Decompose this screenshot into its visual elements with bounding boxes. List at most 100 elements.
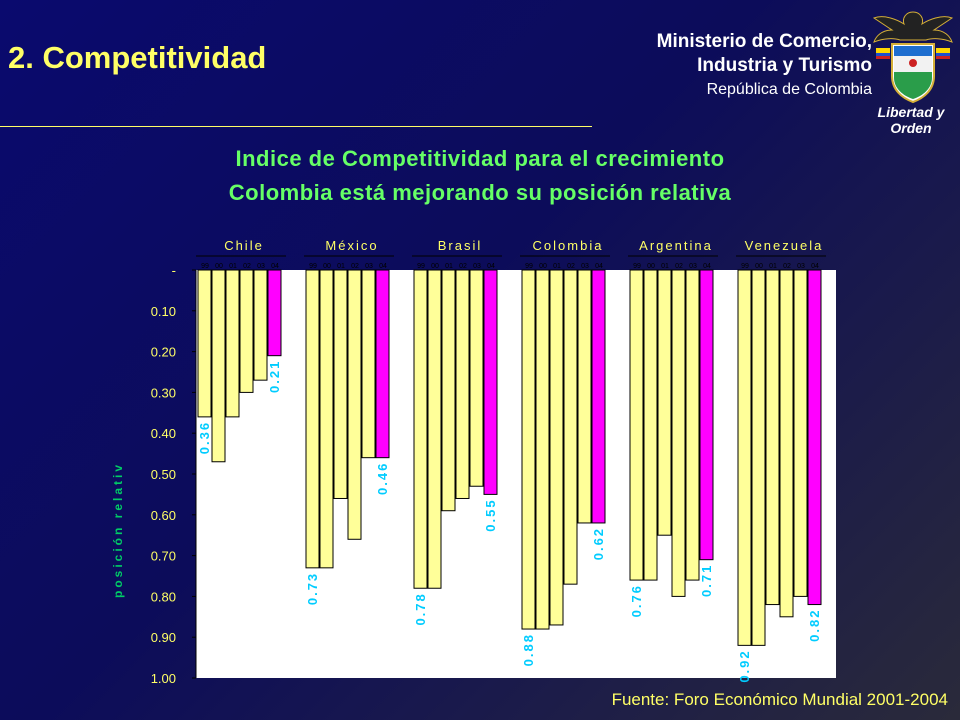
ministry-name-line1: Ministerio de Comercio,: [656, 31, 872, 52]
data-label: 0.55: [483, 498, 498, 531]
condor-icon: [872, 11, 954, 43]
data-label: 0.21: [267, 360, 282, 393]
bar-Chile-00: [211, 269, 226, 463]
data-label: 0.78: [413, 592, 428, 625]
year-label: 99: [201, 263, 209, 270]
data-label: 0.62: [591, 527, 606, 560]
competitiveness-bar-chart: - 0.10 0.20 0.30 0.40 0.50 0.60 0.70 0.80 0.90 1.0…: [111, 238, 836, 686]
year-label: 99: [309, 263, 317, 270]
year-label: 02: [243, 263, 251, 270]
bar-Colombia-99: [521, 269, 536, 630]
bar-Venezuela-04: [807, 269, 822, 606]
year-label: 04: [811, 263, 819, 270]
y-tick-label: 0.10: [151, 304, 176, 319]
bar-Venezuela-99: [737, 269, 752, 646]
bar-Venezuela-03: [793, 269, 808, 597]
chart-title-line1: Indice de Competitividad para el crecimi…: [235, 146, 725, 171]
bar-Argentina-01: [657, 269, 672, 536]
y-axis-title: posición relativ: [111, 462, 125, 598]
data-label: 0.92: [737, 649, 752, 682]
bar-Brasil-99: [413, 269, 428, 589]
y-tick-label: 0.20: [151, 345, 176, 360]
year-label: 99: [417, 263, 425, 270]
y-tick-label: 0.30: [151, 385, 176, 400]
group-label-0: Chile: [224, 238, 264, 253]
title-divider: [0, 126, 592, 127]
bar-Argentina-02: [671, 269, 686, 597]
motto: Libertad y Orden: [877, 104, 945, 136]
bar-Argentina-00: [643, 269, 658, 581]
year-label: 03: [689, 263, 697, 270]
year-label: 03: [473, 263, 481, 270]
year-label: 00: [431, 263, 439, 270]
data-label: 0.36: [197, 421, 212, 454]
year-label: 04: [487, 263, 495, 270]
y-tick-label: 0.70: [151, 549, 176, 564]
shield-icon: [891, 43, 935, 104]
bar-Venezuela-00: [751, 269, 766, 646]
data-label: 0.46: [375, 462, 390, 495]
bar-Venezuela-02: [779, 269, 794, 618]
chart-title-line2: Colombia está mejorando su posición rela…: [228, 180, 732, 205]
group-label-5: Venezuela: [745, 238, 824, 253]
year-label: 04: [703, 263, 711, 270]
bar-Colombia-03: [577, 269, 592, 524]
bar-Chile-04: [267, 269, 282, 357]
year-label: 01: [337, 263, 345, 270]
group-label-2: Brasil: [438, 238, 483, 253]
bar-Argentina-04: [699, 269, 714, 561]
bar-Colombia-00: [535, 269, 550, 630]
year-label: 01: [553, 263, 561, 270]
bar-Brasil-02: [455, 269, 470, 499]
bar-Argentina-99: [629, 269, 644, 581]
y-tick-label: 0.40: [151, 426, 176, 441]
year-label: 04: [271, 263, 279, 270]
year-label: 02: [675, 263, 683, 270]
year-label: 03: [365, 263, 373, 270]
group-label-1: México: [325, 238, 378, 253]
bar-Colombia-01: [549, 269, 564, 626]
bar-Brasil-01: [441, 269, 456, 512]
bar-Chile-01: [225, 269, 240, 418]
bar-Argentina-03: [685, 269, 700, 581]
year-label: 00: [323, 263, 331, 270]
year-label: 02: [459, 263, 467, 270]
data-label: 0.73: [305, 572, 320, 605]
year-label: 00: [647, 263, 655, 270]
year-label: 99: [633, 263, 641, 270]
ministry-block: Ministerio de Comercio, Industria y Turi…: [657, 30, 872, 102]
data-label: 0.71: [699, 564, 714, 597]
year-label: 00: [755, 263, 763, 270]
ministry-name-line2: Industria y Turismo: [697, 55, 872, 76]
bar-Brasil-04: [483, 269, 498, 495]
year-label: 03: [581, 263, 589, 270]
bar-Chile-03: [253, 269, 268, 381]
bar-Chile-99: [197, 269, 212, 418]
year-label: 99: [525, 263, 533, 270]
bar-Venezuela-01: [765, 269, 780, 606]
year-label: 01: [229, 263, 237, 270]
bar-Chile-02: [239, 269, 254, 393]
country-name: República de Colombia: [706, 81, 872, 98]
year-label: 99: [741, 263, 749, 270]
bar-Brasil-00: [427, 269, 442, 589]
bar-México-01: [333, 269, 348, 499]
bar-México-00: [319, 269, 334, 569]
year-label: 01: [661, 263, 669, 270]
data-label: 0.88: [521, 633, 536, 666]
bar-México-03: [361, 269, 376, 459]
bar-Colombia-04: [591, 269, 606, 524]
bar-Brasil-03: [469, 269, 484, 487]
data-label: 0.76: [629, 584, 644, 617]
year-label: 02: [567, 263, 575, 270]
slide-title: 2. Competitividad: [8, 40, 267, 75]
group-label-3: Colombia: [533, 238, 604, 253]
data-label: 0.82: [807, 609, 822, 642]
year-label: 01: [445, 263, 453, 270]
y-tick-label: 0.80: [151, 589, 176, 604]
bar-México-04: [375, 269, 390, 459]
y-tick-label: 0.60: [151, 508, 176, 523]
year-label: 00: [215, 263, 223, 270]
plot-area: [196, 270, 836, 678]
year-label: 01: [769, 263, 777, 270]
